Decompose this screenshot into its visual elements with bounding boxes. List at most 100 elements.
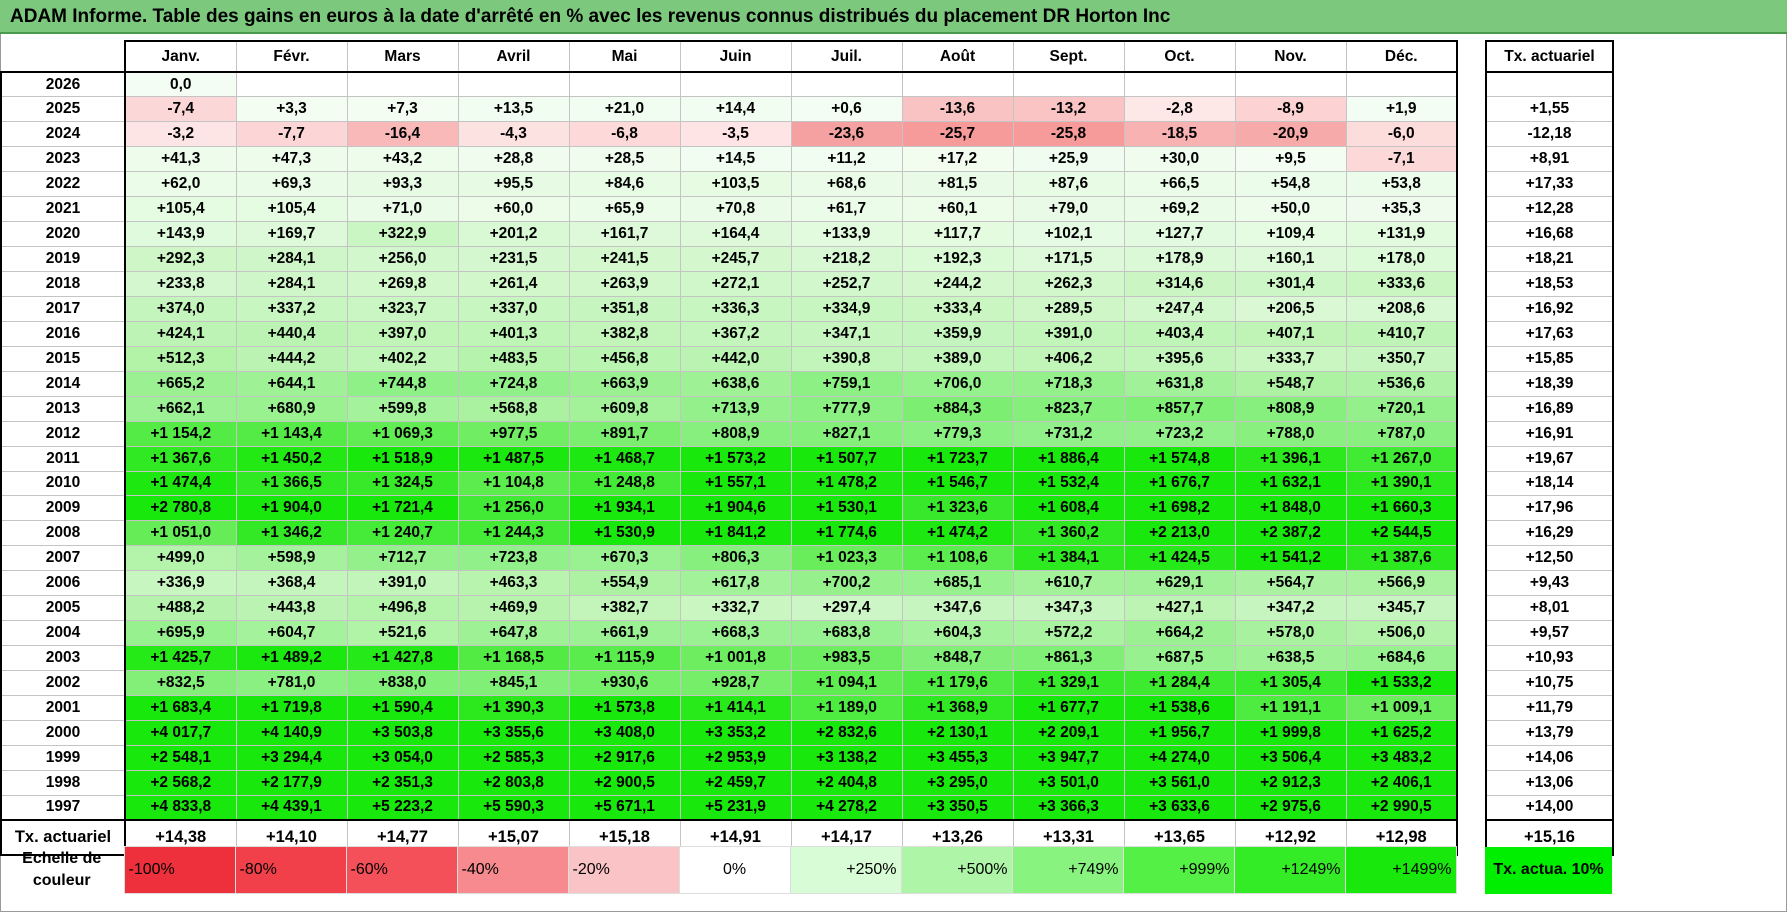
gain-cell: +1 474,2 — [901, 520, 1014, 547]
year-label: 2004 — [0, 620, 126, 647]
gain-cell: +1 094,1 — [790, 670, 903, 696]
month-header: Juil. — [790, 40, 903, 73]
year-label: 2001 — [0, 694, 126, 721]
legend-swatch: +500% — [900, 846, 1013, 894]
table-row: 2018 +233,8 +284,1 +269,8 +261,4 +263,9 +272,1… — [0, 271, 1614, 297]
gain-cell: +9,5 — [1234, 146, 1347, 173]
tx-actuariel-cell: +15,85 — [1485, 345, 1614, 372]
tx-actuariel-cell — [1485, 71, 1614, 98]
gain-cell: +54,8 — [1234, 171, 1347, 198]
gain-cell: +440,4 — [235, 320, 348, 347]
month-header: Juin — [679, 40, 792, 73]
gain-cell: +779,3 — [901, 420, 1014, 447]
gain-cell: -8,9 — [1234, 96, 1347, 123]
year-label: 2009 — [0, 495, 126, 522]
gain-cell: -23,6 — [790, 121, 903, 148]
gain-cell: +564,7 — [1234, 570, 1347, 597]
gain-cell: +759,1 — [790, 370, 903, 397]
gain-cell: +323,7 — [346, 295, 459, 322]
gain-cell: +928,7 — [679, 670, 792, 696]
gain-cell: +164,4 — [679, 221, 792, 248]
gain-cell: +53,8 — [1345, 171, 1458, 198]
gain-cell: +390,8 — [790, 345, 903, 372]
gain-cell — [1234, 71, 1347, 98]
year-label: 2020 — [0, 221, 126, 248]
gain-cell: +808,9 — [1234, 395, 1347, 422]
gain-cell: +744,8 — [346, 370, 459, 397]
year-label: 2013 — [0, 395, 126, 422]
year-label: 2023 — [0, 146, 126, 173]
table-row: 2023 +41,3 +47,3 +43,2 +28,8 +28,5 +14,5 +11,2 +… — [0, 146, 1614, 173]
gain-cell: +1 530,1 — [790, 495, 903, 522]
gain-cell: +4 833,8 — [124, 794, 237, 822]
table-row: 2004 +695,9 +604,7 +521,6 +647,8 +661,9 +668,3… — [0, 620, 1614, 647]
gain-cell: +1 489,2 — [235, 645, 348, 671]
gain-cell: +599,8 — [346, 395, 459, 422]
column-gap — [1457, 720, 1486, 746]
gain-cell: +5 590,3 — [457, 794, 570, 822]
gain-cell: +103,5 — [679, 171, 792, 198]
gain-cell: -6,0 — [1345, 121, 1458, 148]
gain-cell: +512,3 — [124, 345, 237, 372]
gain-cell: +695,9 — [124, 620, 237, 647]
gain-cell: +1 468,7 — [568, 445, 681, 472]
gain-cell: +218,2 — [790, 246, 903, 272]
gain-cell: +1 244,3 — [457, 520, 570, 547]
gain-cell: +604,7 — [235, 620, 348, 647]
tx-actuariel-cell: +16,92 — [1485, 295, 1614, 322]
month-header: Nov. — [1234, 40, 1347, 73]
tx-actuariel-cell: +1,55 — [1485, 96, 1614, 123]
gain-cell: +1 323,6 — [901, 495, 1014, 522]
gain-cell: +548,7 — [1234, 370, 1347, 397]
gain-cell: +169,7 — [235, 221, 348, 248]
gain-cell: +14,5 — [679, 146, 792, 173]
gain-cell: +845,1 — [457, 670, 570, 696]
table-row: 2017 +374,0 +337,2 +323,7 +337,0 +351,8 +336,3… — [0, 295, 1614, 322]
gain-cell: +1 625,2 — [1345, 719, 1458, 746]
gain-cell: +1 248,8 — [568, 470, 681, 497]
gain-cell: +1 115,9 — [568, 645, 681, 671]
gain-cell: +395,6 — [1123, 345, 1236, 372]
gain-cell: -7,4 — [124, 96, 237, 123]
gain-cell: +105,4 — [124, 196, 237, 223]
legend-swatch: -60% — [345, 846, 458, 894]
gain-cell: +777,9 — [790, 395, 903, 422]
gain-cell: +41,3 — [124, 146, 237, 173]
gain-cell: +241,5 — [568, 246, 681, 272]
gain-cell: +333,4 — [901, 295, 1014, 322]
gain-cell: +2 568,2 — [124, 769, 237, 796]
gain-cell — [457, 71, 570, 98]
gain-cell: +1 538,6 — [1123, 694, 1236, 721]
gain-cell: +133,9 — [790, 221, 903, 248]
month-header: Oct. — [1123, 40, 1236, 73]
legend-swatch: +250% — [789, 846, 902, 894]
month-header: Août — [901, 40, 1014, 73]
gain-cell: +262,3 — [1012, 271, 1125, 297]
table-row: 1999 +2 548,1 +3 294,4 +3 054,0 +2 585,3 +2 9… — [0, 744, 1614, 771]
gain-cell: +1 541,2 — [1234, 545, 1347, 572]
gain-cell: +724,8 — [457, 370, 570, 397]
table-row: 2002 +832,5 +781,0 +838,0 +845,1 +930,6 +928,7… — [0, 670, 1614, 696]
year-label: 2022 — [0, 171, 126, 198]
gain-cell: +661,9 — [568, 620, 681, 647]
gain-cell: +336,3 — [679, 295, 792, 322]
tx-actuariel-cell: +17,33 — [1485, 171, 1614, 198]
gain-cell: +1 683,4 — [124, 694, 237, 721]
gain-cell: +28,8 — [457, 146, 570, 173]
gain-cell: +1 069,3 — [346, 420, 459, 447]
gain-cell: +1 396,1 — [1234, 445, 1347, 472]
gain-cell: +1 104,8 — [457, 470, 570, 497]
footer-label: Tx. actuariel — [0, 819, 126, 857]
gain-cell: +1,9 — [1345, 96, 1458, 123]
gain-cell: +247,4 — [1123, 295, 1236, 322]
gain-cell: +131,9 — [1345, 221, 1458, 248]
gain-cell: +2 900,5 — [568, 769, 681, 796]
gain-cell: +2 953,9 — [679, 744, 792, 771]
year-label: 2003 — [0, 645, 126, 671]
gain-cell: +284,1 — [235, 271, 348, 297]
table-row: 2025 -7,4 +3,3 +7,3 +13,5 +21,0 +14,4 +0,6 -13,6… — [0, 96, 1614, 123]
gain-cell: +1 721,4 — [346, 495, 459, 522]
gain-cell: +2 975,6 — [1234, 794, 1347, 822]
gain-cell: +389,0 — [901, 345, 1014, 372]
gain-cell: +28,5 — [568, 146, 681, 173]
